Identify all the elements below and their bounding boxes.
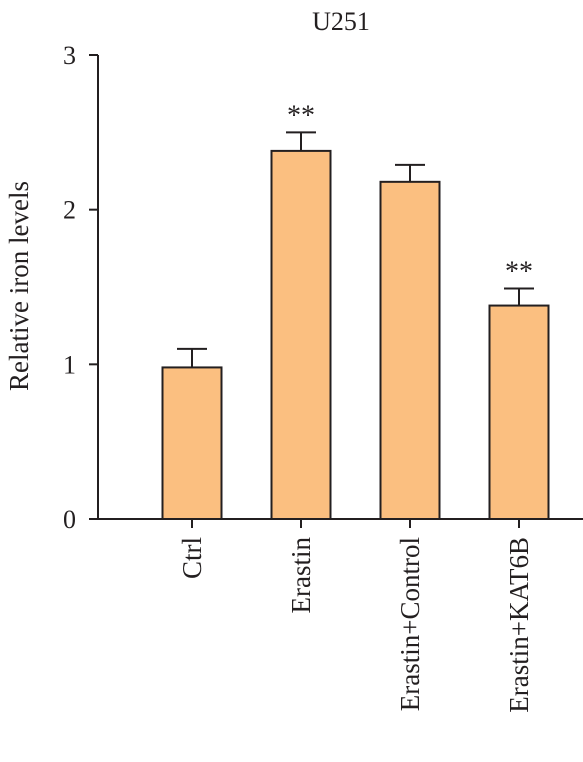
y-axis-label: Relative iron levels	[4, 181, 34, 391]
x-category-label: Ctrl	[177, 537, 207, 579]
significance-label: **	[287, 100, 315, 131]
x-axis-labels: Ctrl Erastin Erastin+Control Erastin+KAT6B	[177, 519, 534, 713]
bar	[488, 304, 550, 520]
bar	[379, 180, 441, 520]
y-tick-label: 0	[63, 505, 76, 534]
x-category-label: Erastin+KAT6B	[504, 537, 534, 713]
y-tick-label: 3	[63, 41, 76, 70]
error-bars	[177, 131, 534, 368]
bar	[161, 366, 223, 520]
chart-title: U251	[312, 7, 370, 36]
significance-label: **	[505, 257, 533, 288]
y-tick-label: 1	[63, 350, 76, 379]
x-category-label: Erastin	[286, 537, 316, 614]
significance-marks: ** **	[287, 100, 533, 287]
y-tick-label: 2	[63, 196, 76, 225]
bar	[270, 149, 332, 520]
bars	[161, 149, 550, 520]
x-category-label: Erastin+Control	[395, 537, 425, 711]
y-axis-ticks: 0 1 2 3	[63, 41, 98, 534]
